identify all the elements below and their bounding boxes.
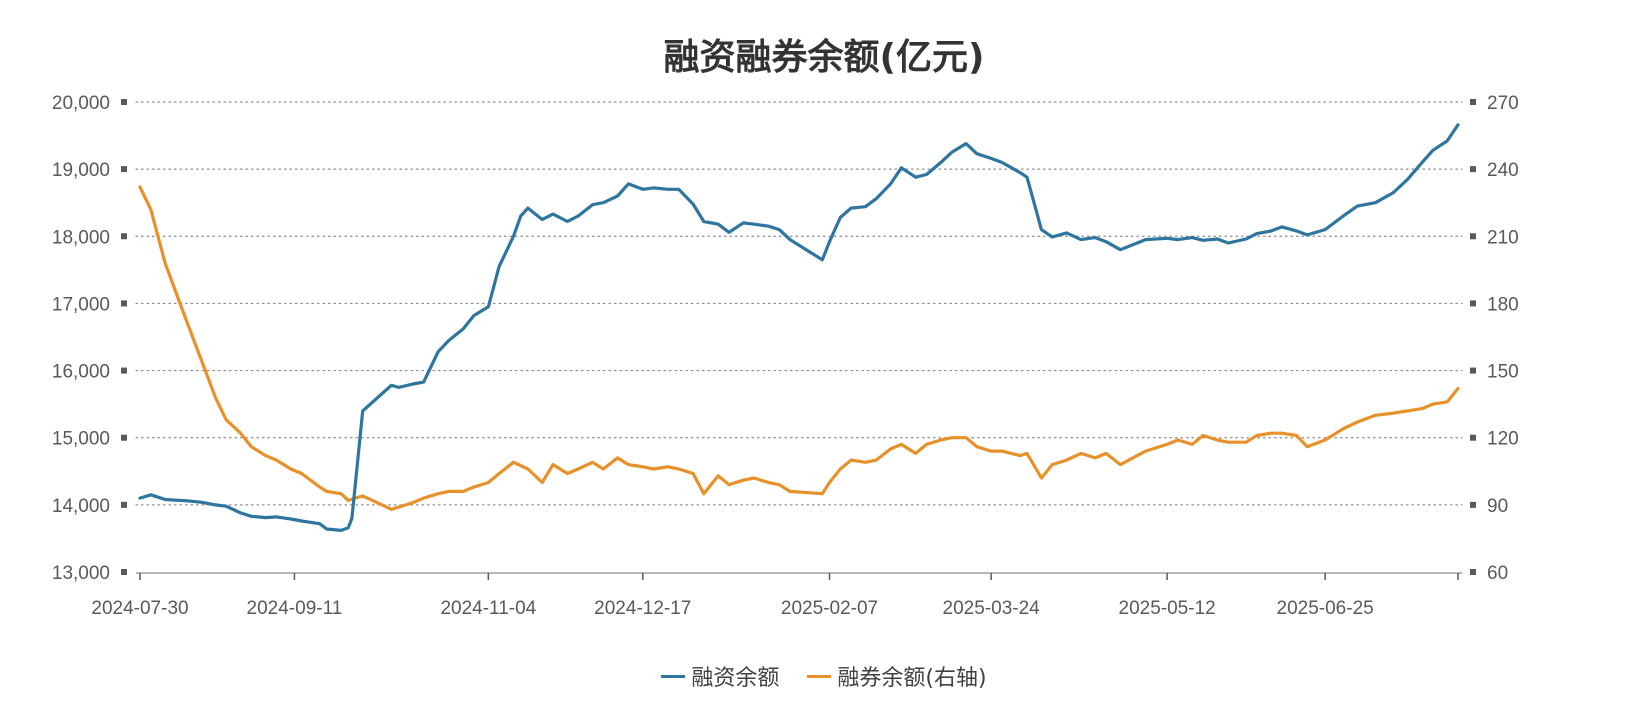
y-left-tick-mark (121, 501, 127, 508)
legend-swatch-securities-lending (807, 674, 832, 678)
legend-item-securities-lending[interactable]: 融券余额(右轴) (807, 660, 987, 692)
x-tick-label: 2024-12-17 (594, 598, 691, 619)
y-left-tick-mark (121, 569, 127, 575)
y-right-tick-mark (1470, 367, 1476, 374)
y-right-tick-mark (1470, 434, 1476, 441)
y-right-tick-mark (1470, 569, 1476, 575)
y-left-tick-label: 16,000 (52, 362, 110, 383)
y-left-tick-mark (121, 99, 127, 105)
legend-label-financing: 融资余额 (691, 666, 780, 691)
x-tick-label: 2025-02-07 (781, 598, 878, 619)
y-left-tick-mark (121, 166, 127, 173)
y-right-tick-mark (1470, 300, 1476, 307)
y-left-tick-label: 18,000 (52, 227, 110, 248)
x-tick-label: 2025-06-25 (1277, 598, 1374, 619)
y-right-tick-mark (1470, 501, 1476, 508)
legend-label-securities-lending: 融券余额(右轴) (837, 666, 987, 691)
y-right-tick-label: 240 (1487, 160, 1519, 181)
y-right-tick-mark (1470, 99, 1476, 105)
y-right-tick-mark (1470, 166, 1476, 173)
series-line-financing (138, 123, 1460, 532)
y-left-tick-mark (121, 434, 127, 441)
x-tick-label: 2024-11-04 (440, 598, 536, 619)
y-left-tick-label: 14,000 (52, 496, 110, 517)
y-right-tick-label: 270 (1487, 93, 1519, 114)
x-tick-label: 2025-03-24 (943, 598, 1041, 619)
legend-item-financing[interactable]: 融资余额 (661, 660, 779, 692)
grid-lines (135, 101, 1463, 506)
y-left-tick-label: 15,000 (52, 429, 110, 450)
y-left-tick-label: 17,000 (52, 294, 110, 315)
x-tick-label: 2025-05-12 (1119, 598, 1216, 619)
x-tick-label: 2024-09-11 (247, 598, 343, 619)
legend: 融资余额 融券余额(右轴) (0, 660, 1648, 692)
y-left-tick-mark (121, 300, 127, 307)
y-right-tick-label: 210 (1487, 227, 1519, 248)
legend-swatch-financing (661, 674, 686, 678)
axes: 13,000 60 14,000 90 15,000 120 16,000 150 17,000… (52, 93, 1519, 619)
y-right-tick-label: 150 (1487, 362, 1519, 383)
y-right-tick-label: 120 (1487, 429, 1519, 450)
y-left-tick-label: 13,000 (52, 563, 110, 584)
y-left-tick-label: 20,000 (52, 93, 110, 114)
chart-title: 融资融券余额(亿元) (663, 37, 985, 78)
y-left-tick-mark (121, 367, 127, 374)
y-left-tick-label: 19,000 (52, 160, 110, 181)
y-left-tick-mark (121, 233, 127, 240)
y-right-tick-label: 90 (1487, 496, 1508, 517)
y-right-tick-label: 180 (1487, 294, 1519, 315)
y-right-tick-mark (1470, 233, 1476, 240)
x-tick-label: 2024-07-30 (91, 598, 188, 619)
y-right-tick-label: 60 (1487, 563, 1508, 584)
series-lines (138, 123, 1460, 532)
series-line-securities-lending (138, 185, 1460, 511)
